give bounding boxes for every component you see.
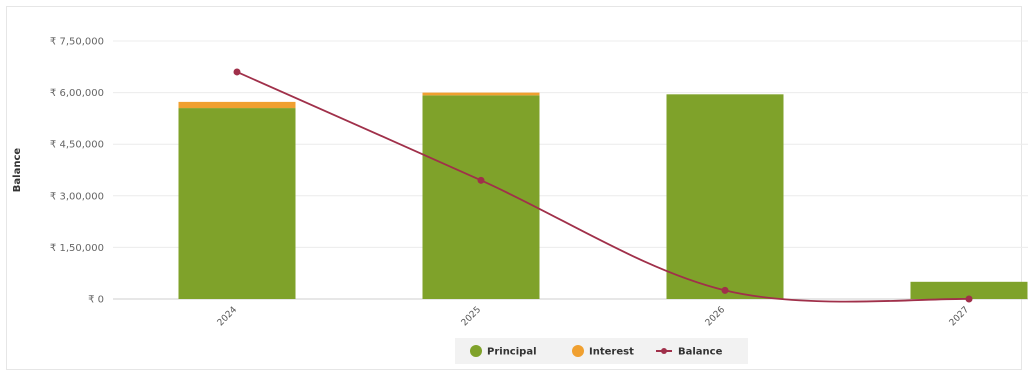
y-tick-label: ₹ 7,50,000 bbox=[50, 37, 104, 48]
bar-principal-2027 bbox=[910, 281, 1028, 299]
x-tick-label: 2026 bbox=[704, 305, 727, 328]
balance-line-path bbox=[236, 71, 970, 303]
bar-principal-2024 bbox=[178, 108, 296, 299]
legend-background bbox=[455, 338, 748, 364]
legend-marker bbox=[572, 345, 584, 357]
balance-point-2026 bbox=[721, 286, 729, 294]
y-tick-label: ₹ 3,00,000 bbox=[50, 191, 104, 202]
legend: Principal Interest Balance bbox=[455, 338, 748, 364]
balance-point-2027 bbox=[965, 295, 973, 303]
balance-line bbox=[233, 68, 973, 303]
y-tick-label: ₹ 1,50,000 bbox=[50, 243, 104, 254]
balance-point-2025 bbox=[477, 176, 485, 184]
x-axis-ticks: 2024 2025 2026 2027 bbox=[216, 305, 971, 328]
y-axis-ticks: ₹ 0 ₹ 1,50,000 ₹ 3,00,000 ₹ 4,50,000 ₹ 6,00,… bbox=[50, 37, 104, 306]
x-tick-label: 2024 bbox=[216, 305, 239, 328]
y-tick-label: ₹ 4,50,000 bbox=[50, 140, 104, 151]
bars bbox=[178, 92, 1028, 300]
x-tick-label: 2025 bbox=[460, 305, 483, 328]
y-axis-title: Balance bbox=[12, 148, 23, 193]
bar-interest-2025 bbox=[422, 92, 540, 96]
legend-label: Principal bbox=[487, 347, 537, 358]
bar-principal-2025 bbox=[422, 95, 540, 300]
legend-label: Interest bbox=[589, 347, 634, 358]
legend-marker bbox=[661, 348, 667, 354]
legend-item-balance[interactable]: Balance bbox=[656, 347, 723, 358]
legend-item-principal[interactable]: Principal bbox=[470, 345, 537, 358]
bar-principal-2026 bbox=[666, 94, 784, 299]
bar-interest-2024 bbox=[178, 101, 296, 109]
x-tick-label: 2027 bbox=[948, 305, 971, 328]
legend-item-interest[interactable]: Interest bbox=[572, 345, 634, 358]
legend-label: Balance bbox=[678, 347, 723, 358]
balance-point-2024 bbox=[233, 68, 241, 76]
y-tick-label: ₹ 6,00,000 bbox=[50, 88, 104, 99]
y-tick-label: ₹ 0 bbox=[88, 295, 104, 306]
legend-marker bbox=[470, 345, 482, 357]
